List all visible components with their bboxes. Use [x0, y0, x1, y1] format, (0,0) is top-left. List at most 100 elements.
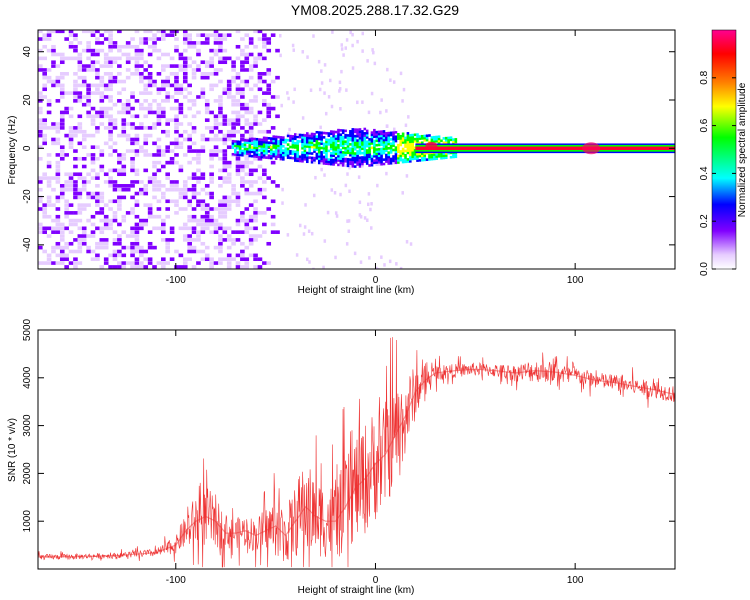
heatmap-cell	[432, 138, 436, 141]
heatmap-cell	[174, 91, 179, 95]
heatmap-cell	[86, 172, 91, 177]
heatmap-cell	[257, 156, 263, 161]
heatmap-cell	[73, 184, 78, 188]
heatmap-cell	[218, 48, 223, 53]
heatmap-cell	[291, 135, 295, 138]
heatmap-cell	[373, 148, 376, 152]
heatmap-cell	[55, 176, 61, 180]
heatmap-cell	[200, 60, 206, 65]
heatmap-cell	[253, 226, 258, 231]
heatmap-cell	[240, 60, 245, 65]
heatmap-cell	[209, 172, 214, 177]
heatmap-cell	[165, 52, 170, 57]
heatmap-cell	[204, 218, 210, 223]
heatmap-cell	[399, 158, 403, 162]
heatmap-cell	[204, 110, 210, 115]
heatmap-cell	[262, 230, 267, 234]
heatmap-cell	[289, 139, 292, 142]
heatmap-cell	[86, 83, 91, 88]
heatmap-cell	[204, 99, 210, 103]
heatmap-cell	[77, 207, 83, 211]
heatmap-cell	[112, 149, 118, 153]
heatmap-cell	[55, 253, 61, 258]
heatmap-cell	[134, 245, 140, 250]
heatmap-cell	[182, 72, 188, 76]
heatmap-cell	[244, 145, 250, 149]
heatmap-cell	[423, 152, 426, 155]
heatmap-cell	[425, 158, 429, 161]
heatmap-cell	[272, 141, 276, 145]
heatmap-cell	[337, 135, 340, 138]
heatmap-cell	[262, 149, 266, 153]
heatmap-cell	[375, 161, 379, 164]
heatmap-cell	[253, 122, 258, 126]
heatmap-cell	[108, 95, 113, 99]
heatmap-cell	[289, 156, 292, 160]
heatmap-cell	[73, 44, 78, 49]
heatmap-cell	[387, 138, 391, 141]
heatmap-cell	[282, 151, 285, 155]
heatmap-cell	[46, 203, 52, 207]
heatmap-cell	[339, 137, 343, 141]
heatmap-cell	[112, 184, 118, 188]
heatmap-cell	[327, 162, 331, 166]
heatmap-cell	[248, 64, 254, 68]
heatmap-cell	[356, 154, 359, 158]
heatmap-cell	[279, 53, 282, 58]
heatmap-cell	[375, 130, 379, 134]
heatmap-cell	[174, 122, 179, 126]
heatmap-cell	[385, 138, 388, 142]
heatmap-cell	[213, 218, 219, 223]
heatmap-cell	[117, 64, 122, 68]
heatmap-cell	[222, 133, 228, 138]
heatmap-cell	[73, 187, 78, 192]
heatmap-cell	[262, 102, 267, 107]
heatmap-cell	[248, 234, 254, 238]
heatmap-cell	[108, 184, 113, 188]
heatmap-cell	[218, 149, 223, 153]
heatmap-cell	[397, 161, 400, 164]
heatmap-cell	[108, 129, 113, 134]
heatmap-cell	[112, 241, 118, 246]
heatmap-cell	[329, 151, 333, 155]
heatmap-cell	[279, 153, 283, 157]
heatmap-cell	[147, 30, 153, 34]
heatmap-cell	[394, 152, 398, 156]
heatmap-cell	[382, 132, 386, 135]
heatmap-cell	[240, 160, 245, 165]
heatmap-cell	[55, 168, 61, 173]
heatmap-cell	[121, 44, 127, 49]
heatmap-cell	[231, 129, 236, 134]
heatmap-cell	[358, 160, 362, 164]
heatmap-cell	[121, 106, 127, 111]
colorbar-tick-label: 0.0	[699, 262, 710, 276]
heatmap-cell	[222, 257, 228, 262]
heatmap-cell	[373, 144, 376, 147]
heatmap-cell	[368, 153, 371, 156]
heatmap-cell	[322, 136, 326, 139]
heatmap-cell	[337, 137, 340, 141]
heatmap-cell	[266, 114, 272, 119]
heatmap-cell	[435, 155, 438, 158]
heatmap-cell	[81, 203, 87, 207]
heatmap-cell	[130, 230, 135, 234]
heatmap-cell	[274, 139, 278, 143]
colorbar-tick-label: 0.2	[699, 214, 710, 228]
heatmap-cell	[95, 199, 100, 204]
heatmap-cell	[77, 126, 83, 130]
heatmap-cell	[134, 99, 140, 103]
heatmap-cell	[42, 126, 47, 130]
heatmap-cell	[73, 238, 78, 242]
heatmap-cell	[353, 165, 357, 168]
heatmap-cell	[430, 157, 434, 161]
heatmap-cell	[169, 72, 175, 76]
heatmap-cell	[204, 102, 210, 107]
heatmap-cell	[358, 132, 362, 136]
heatmap-cell	[77, 249, 83, 254]
heatmap-cell	[187, 56, 192, 61]
heatmap-cell	[143, 222, 149, 227]
heatmap-cell	[432, 153, 436, 156]
heatmap-cell	[156, 160, 162, 165]
heatmap-cell	[370, 159, 374, 163]
